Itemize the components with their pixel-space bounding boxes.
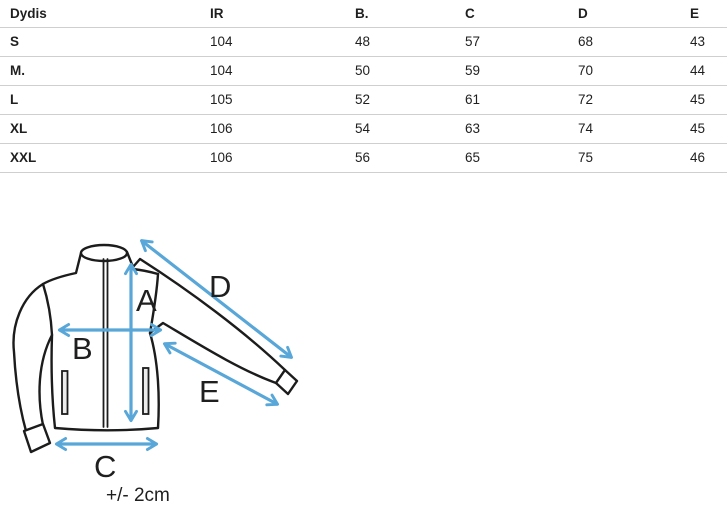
cuff-left <box>22 422 52 454</box>
col-header-b: B. <box>355 5 369 21</box>
measurement-label-d: D <box>209 269 231 304</box>
measurement-arrow-d <box>140 239 293 359</box>
cell-value: 63 <box>465 121 481 136</box>
cell-value: 104 <box>210 34 233 49</box>
cell-value: 56 <box>355 150 371 165</box>
cell-value: 59 <box>465 63 481 78</box>
measurement-arrows <box>54 239 293 451</box>
measurement-label-e: E <box>199 374 220 409</box>
cell-value: 68 <box>578 34 594 49</box>
size-chart-table: Dydis IR B. C D E S 104 48 57 68 43 M. 1… <box>0 0 727 173</box>
table-row-l: L 105 52 61 72 45 <box>0 85 727 114</box>
col-header-c: C <box>465 5 475 21</box>
measurement-label-a: A <box>136 283 157 318</box>
col-header-ir: IR <box>210 5 224 21</box>
zipper <box>102 258 109 428</box>
size-label: XXL <box>10 150 37 165</box>
cell-value: 48 <box>355 34 371 49</box>
cell-value: 45 <box>690 92 706 107</box>
cell-value: 106 <box>210 150 233 165</box>
size-label: S <box>10 34 20 49</box>
cell-value: 54 <box>355 121 371 136</box>
cell-value: 105 <box>210 92 233 107</box>
cell-value: 75 <box>578 150 594 165</box>
pocket-right <box>142 367 150 415</box>
col-header-d: D <box>578 5 588 21</box>
cell-value: 43 <box>690 34 706 49</box>
jacket-outline <box>12 243 299 454</box>
size-label: M. <box>10 63 25 78</box>
cell-value: 57 <box>465 34 481 49</box>
table-row-xxl: XXL 106 56 65 75 46 <box>0 143 727 172</box>
cell-value: 106 <box>210 121 233 136</box>
table-row-xl: XL 106 54 63 74 45 <box>0 114 727 143</box>
col-header-dydis: Dydis <box>10 5 47 21</box>
size-label: XL <box>10 121 28 136</box>
cell-value: 61 <box>465 92 481 107</box>
cell-value: 52 <box>355 92 371 107</box>
measurement-label-b: B <box>72 331 93 366</box>
cell-value: 65 <box>465 150 481 165</box>
tolerance-note: +/- 2cm <box>106 485 170 506</box>
pocket-left <box>61 370 69 415</box>
cell-value: 72 <box>578 92 594 107</box>
size-label: L <box>10 92 19 107</box>
cell-value: 70 <box>578 63 594 78</box>
col-header-e: E <box>690 5 700 21</box>
left-shoulder-seam <box>41 282 54 337</box>
measurement-label-c: C <box>94 449 116 484</box>
table-row-m: M. 104 50 59 70 44 <box>0 56 727 85</box>
jacket-measurement-diagram: A B C D E +/- 2cm <box>12 239 299 506</box>
cell-value: 45 <box>690 121 706 136</box>
table-row-s: S 104 48 57 68 43 <box>0 27 727 56</box>
cell-value: 104 <box>210 63 233 78</box>
cell-value: 46 <box>690 150 706 165</box>
table-header-row: Dydis IR B. C D E <box>0 0 727 27</box>
cell-value: 74 <box>578 121 594 136</box>
measurement-arrow-e <box>162 341 280 407</box>
cell-value: 44 <box>690 63 706 78</box>
cell-value: 50 <box>355 63 371 78</box>
